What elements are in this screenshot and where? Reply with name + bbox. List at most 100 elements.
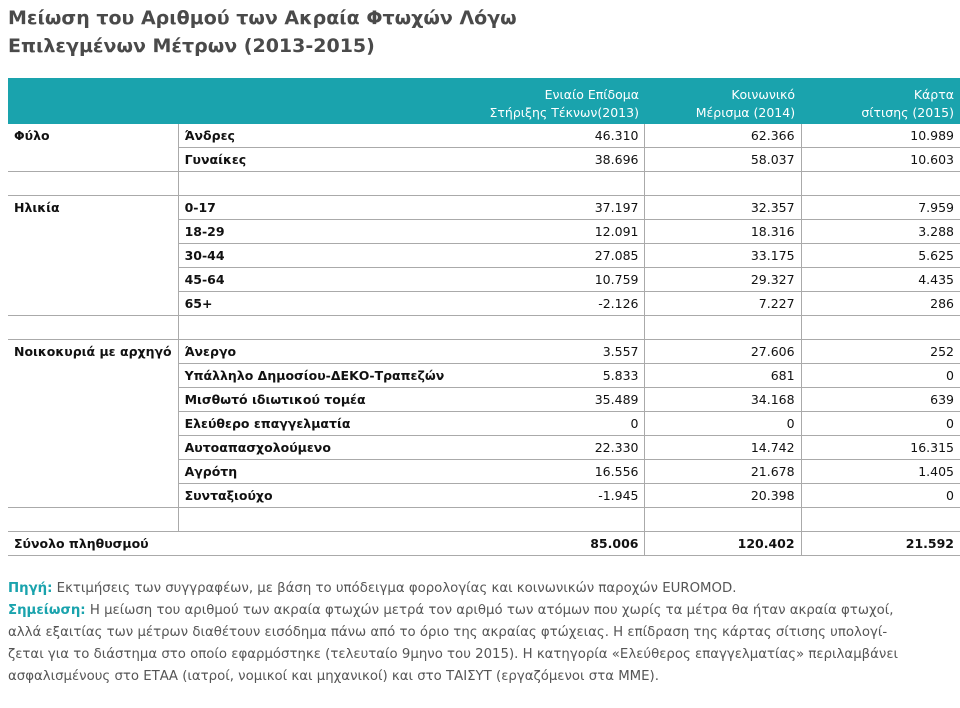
total-row: Σύνολο πληθυσμού 85.006 120.402 21.592	[8, 531, 960, 556]
cell	[8, 483, 179, 508]
table-row: 30-44 27.085 33.175 5.625	[8, 243, 960, 268]
cell	[8, 412, 178, 436]
group-label: Ηλικία	[14, 200, 60, 216]
row-label: Αυτοαπασχολούμενο	[177, 435, 476, 460]
note: Πηγή: Εκτιμήσεις των συγγραφέων, με βάση…	[8, 578, 958, 600]
cell	[8, 268, 178, 292]
value-cell: 62.366	[644, 124, 802, 148]
cell	[8, 364, 178, 388]
value-cell: 639	[800, 387, 960, 412]
group-label: Φύλο	[14, 128, 50, 144]
row-label: 0-17	[177, 195, 476, 220]
cell	[8, 147, 179, 172]
value-cell: 46.310	[475, 124, 645, 148]
row-label: Μισθωτό ιδιωτικού τομέα	[177, 387, 476, 412]
value-cell: 16.315	[800, 435, 960, 460]
value-cell: 1.405	[800, 459, 960, 484]
cell	[8, 460, 178, 484]
value-cell: 58.037	[644, 147, 802, 172]
value-cell: 252	[800, 339, 960, 364]
column-header: Ενιαίο Επίδομα Στήριξης Τέκνων(2013)	[475, 78, 645, 124]
value-cell: 7.227	[644, 291, 802, 316]
total-value: 85.006	[475, 531, 645, 556]
value-cell: 20.398	[644, 483, 802, 508]
value-cell: 10.759	[475, 267, 645, 292]
value-cell: 34.168	[644, 387, 802, 412]
header-row: Ενιαίο Επίδομα Στήριξης Τέκνων(2013) Κοιν…	[8, 78, 960, 124]
cell	[8, 507, 179, 532]
group-label: Νοικοκυριά με αρχηγό	[14, 344, 172, 360]
value-cell: 32.357	[644, 195, 802, 220]
row-label: 18-29	[177, 219, 476, 244]
value-cell: 37.197	[475, 195, 645, 220]
row-label: 45-64	[177, 267, 476, 292]
value-cell: 0	[475, 411, 645, 436]
table-row: Φύλο Άνδρες 46.310 62.366 10.989	[8, 124, 960, 148]
value-cell: 4.435	[800, 267, 960, 292]
cell	[177, 171, 476, 196]
value-cell: 0	[800, 411, 960, 436]
total-value: 120.402	[644, 531, 802, 556]
column-header: Κοινωνικό Μέρισμα (2014)	[644, 78, 802, 124]
value-cell: 38.696	[475, 147, 645, 172]
notes: Πηγή: Εκτιμήσεις των συγγραφέων, με βάση…	[8, 578, 958, 688]
value-cell: 16.556	[475, 459, 645, 484]
row-label: Άνδρες	[177, 124, 476, 148]
cell	[475, 171, 645, 196]
row-label: Συνταξιούχο	[177, 483, 476, 508]
cell	[8, 291, 179, 316]
value-cell: -1.945	[475, 483, 645, 508]
table-row: Ηλικία 0-17 37.197 32.357 7.959	[8, 195, 960, 220]
value-cell: 27.085	[475, 243, 645, 268]
row-label: Γυναίκες	[177, 147, 476, 172]
cell	[800, 507, 960, 532]
table-row: Μισθωτό ιδιωτικού τομέα 35.489 34.168 639	[8, 387, 960, 412]
note-label: Σημείωση:	[8, 603, 86, 618]
value-cell: 22.330	[475, 435, 645, 460]
table-row: 65+ -2.126 7.227 286	[8, 291, 960, 316]
cell	[800, 315, 960, 340]
cell	[8, 244, 178, 268]
spacer-row	[8, 171, 960, 196]
row-label: Ελεύθερο επαγγελματία	[177, 411, 476, 436]
value-cell: 21.678	[644, 459, 802, 484]
value-cell: 10.603	[800, 147, 960, 172]
cell	[475, 315, 645, 340]
table-row: Αυτοαπασχολούμενο 22.330 14.742 16.315	[8, 435, 960, 460]
cell	[8, 315, 179, 340]
note-label: Πηγή:	[8, 581, 53, 596]
table-row: Νοικοκυριά με αρχηγό Άνεργο 3.557 27.606 252	[8, 339, 960, 364]
cell	[177, 315, 476, 340]
table-row: 45-64 10.759 29.327 4.435	[8, 267, 960, 292]
value-cell: 681	[644, 363, 802, 388]
table-row: Γυναίκες 38.696 58.037 10.603	[8, 147, 960, 172]
value-cell: 5.625	[800, 243, 960, 268]
value-cell: 286	[800, 291, 960, 316]
cell	[644, 315, 802, 340]
cell	[8, 220, 178, 244]
cell	[177, 507, 476, 532]
header-blank	[8, 78, 476, 124]
note-text: Η μείωση του αριθμού των ακραία φτωχών μ…	[8, 603, 899, 684]
value-cell: 0	[800, 483, 960, 508]
value-cell: 5.833	[475, 363, 645, 388]
table-row: 18-29 12.091 18.316 3.288	[8, 219, 960, 244]
cell	[475, 507, 645, 532]
row-label: 65+	[177, 291, 476, 316]
value-cell: 18.316	[644, 219, 802, 244]
value-cell: 27.606	[644, 339, 802, 364]
cell	[8, 436, 178, 460]
row-label: Υπάλληλο Δημοσίου-ΔΕΚΟ-Τραπεζών	[177, 363, 476, 388]
value-cell: 0	[800, 363, 960, 388]
cell	[644, 171, 802, 196]
value-cell: 0	[644, 411, 802, 436]
value-cell: 3.288	[800, 219, 960, 244]
row-label: Αγρότη	[177, 459, 476, 484]
column-header: Κάρτα σίτισης (2015)	[801, 78, 960, 124]
row-label: 30-44	[177, 243, 476, 268]
value-cell: 14.742	[644, 435, 802, 460]
cell	[8, 171, 179, 196]
note: Σημείωση: Η μείωση του αριθμού των ακραί…	[8, 600, 958, 688]
row-label: Άνεργο	[177, 339, 476, 364]
